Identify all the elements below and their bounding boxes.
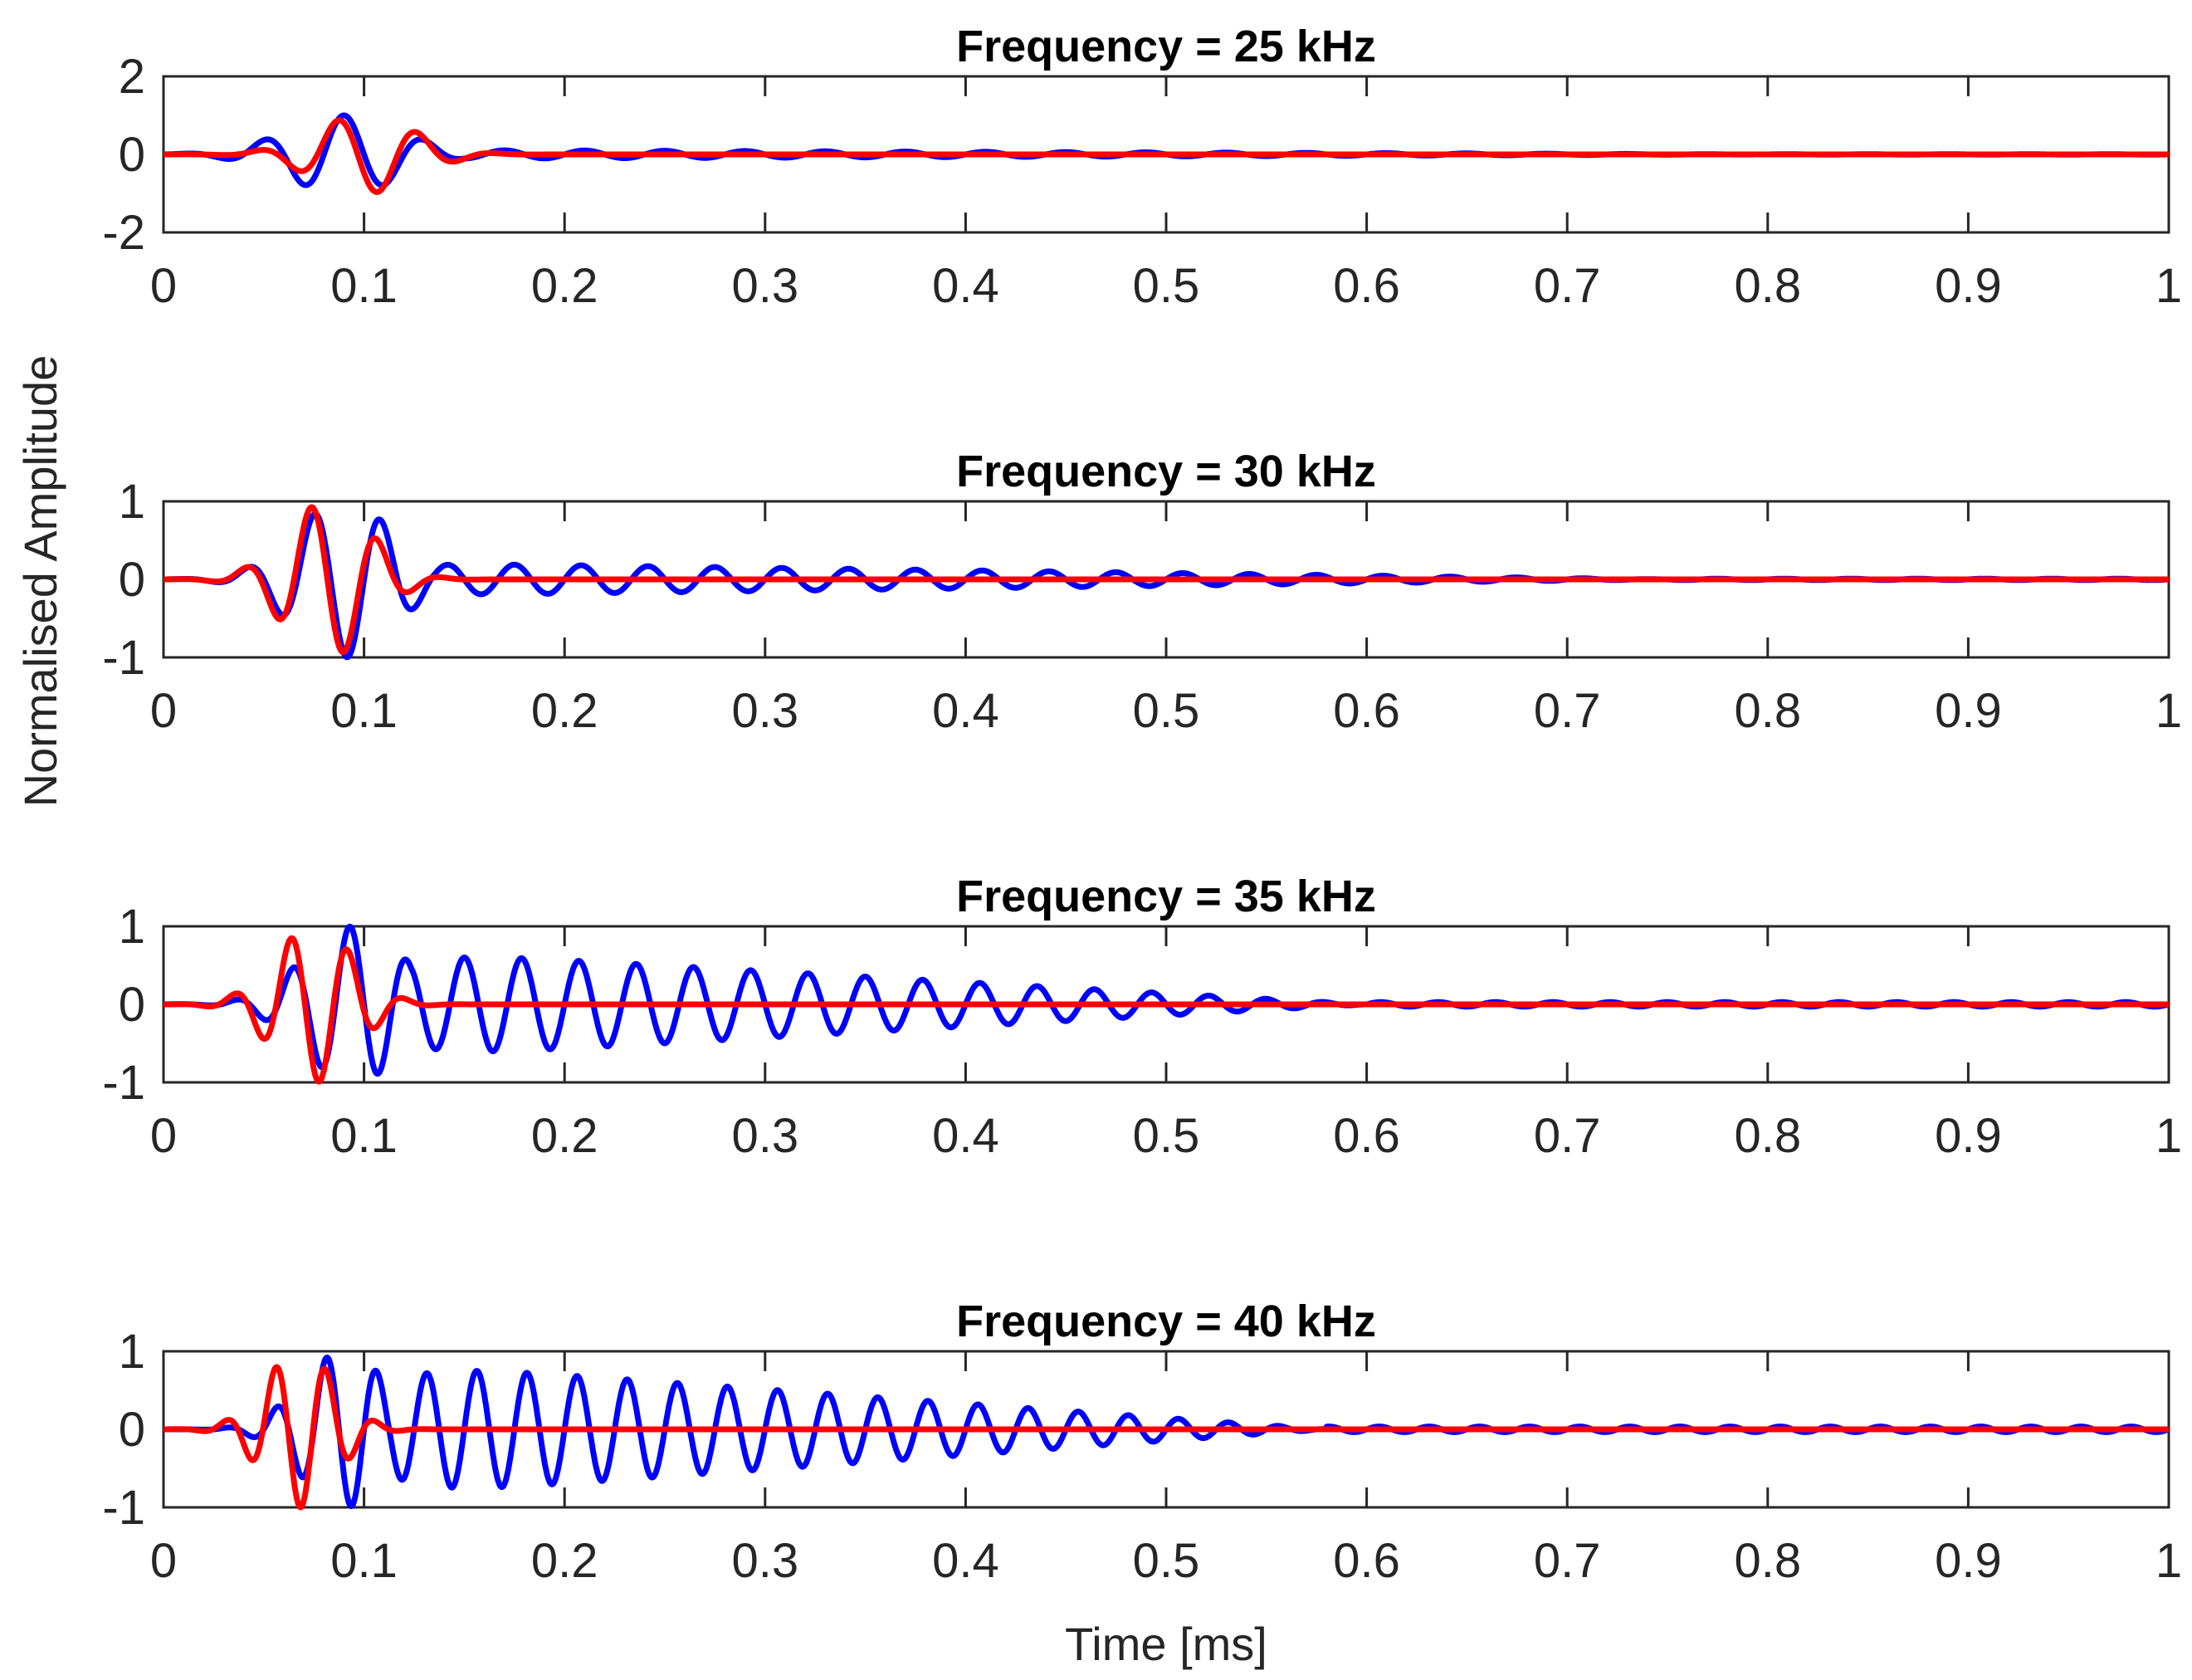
x-tick-label: 0.4 (932, 1534, 999, 1588)
x-tick-label: 0.9 (1935, 1534, 2002, 1588)
x-tick-label: 0.4 (932, 684, 999, 738)
y-tick-label: 1 (119, 475, 145, 529)
x-tick-label: 0.8 (1734, 1109, 1801, 1163)
series-red-line (164, 504, 2169, 656)
x-tick-label: 0.3 (731, 1109, 798, 1163)
x-tick-label: 0 (150, 684, 177, 738)
y-tick-label: 0 (119, 553, 145, 607)
x-tick-label: 0.1 (330, 1534, 398, 1588)
x-tick-label: 0.2 (531, 684, 598, 738)
x-tick-label: 0.2 (531, 259, 598, 313)
y-axis-label: Normalised Amplitude (14, 355, 66, 808)
subplot-title: Frequency = 35 kHz (956, 872, 1376, 921)
x-tick-label: 0.5 (1133, 1109, 1200, 1163)
x-tick-label: 0 (150, 1534, 177, 1588)
y-tick-label: 0 (119, 978, 145, 1032)
subplot-1: Frequency = 25 kHz 0 0.1 0.2 0.3 0.4 0.5 0.6 0.7… (102, 22, 2182, 313)
series-red-line (164, 1364, 2169, 1511)
subplot-4: Frequency = 40 kHz 0 0.1 0.2 0.3 0.4 0.5 0.6 0.7… (102, 1297, 2182, 1588)
x-axis-label: Time [ms] (1065, 1618, 1267, 1670)
subplots: Frequency = 25 kHz 0 0.1 0.2 0.3 0.4 0.5 0.6 0.7… (102, 22, 2182, 1588)
y-tick-label: -1 (102, 1481, 145, 1535)
x-tick-label: 0.4 (932, 1109, 999, 1163)
x-tick-label: 1 (2155, 684, 2182, 738)
x-tick-label: 0.8 (1734, 259, 1801, 313)
x-tick-label: 0.8 (1734, 1534, 1801, 1588)
x-tick-label: 0.1 (330, 684, 398, 738)
x-tick-label: 0.9 (1935, 684, 2002, 738)
subplot-title: Frequency = 30 kHz (956, 447, 1376, 496)
x-tick-label: 0.9 (1935, 259, 2002, 313)
subplot-title: Frequency = 25 kHz (956, 22, 1376, 71)
x-tick-label: 0.6 (1333, 1109, 1400, 1163)
x-tick-label: 0.6 (1333, 684, 1400, 738)
y-tick-label: 1 (119, 900, 145, 954)
x-tick-label: 0.9 (1935, 1109, 2002, 1163)
y-tick-label: -1 (102, 631, 145, 685)
x-tick-label: 0.3 (731, 684, 798, 738)
x-tick-label: 0.6 (1333, 259, 1400, 313)
x-tick-label: 0.7 (1534, 259, 1601, 313)
x-tick-label: 0.3 (731, 1534, 798, 1588)
x-tick-label: 0.6 (1333, 1534, 1400, 1588)
x-tick-label: 0 (150, 259, 177, 313)
x-tick-label: 0.3 (731, 259, 798, 313)
subplot-3: Frequency = 35 kHz 0 0.1 0.2 0.3 0.4 0.5 0.6 0.7… (102, 872, 2182, 1163)
subplot-title: Frequency = 40 kHz (956, 1297, 1376, 1346)
y-tick-label: 1 (119, 1325, 145, 1379)
y-tick-label: 0 (119, 1403, 145, 1457)
x-tick-label: 0.8 (1734, 684, 1801, 738)
x-tick-label: 0.5 (1133, 684, 1200, 738)
x-tick-label: 0.2 (531, 1109, 598, 1163)
x-tick-label: 0.5 (1133, 1534, 1200, 1588)
y-tick-label: 2 (119, 50, 145, 104)
y-tick-label: 0 (119, 128, 145, 182)
x-tick-label: 0.4 (932, 259, 999, 313)
x-tick-label: 1 (2155, 259, 2182, 313)
x-tick-label: 1 (2155, 1534, 2182, 1588)
subplot-2: Frequency = 30 kHz 0 0.1 0.2 0.3 0.4 0.5 0.6 0.7… (102, 447, 2182, 738)
series-red-line (164, 935, 2169, 1085)
y-tick-label: -1 (102, 1056, 145, 1110)
x-tick-label: 0.1 (330, 259, 398, 313)
x-tick-label: 0.5 (1133, 259, 1200, 313)
series-red-line (164, 117, 2169, 195)
x-tick-label: 0 (150, 1109, 177, 1163)
y-tick-label: -2 (102, 206, 145, 260)
x-tick-label: 0.2 (531, 1534, 598, 1588)
x-tick-label: 0.7 (1534, 1109, 1601, 1163)
x-tick-label: 1 (2155, 1109, 2182, 1163)
x-tick-label: 0.7 (1534, 1534, 1601, 1588)
x-tick-label: 0.1 (330, 1109, 398, 1163)
x-tick-label: 0.7 (1534, 684, 1601, 738)
